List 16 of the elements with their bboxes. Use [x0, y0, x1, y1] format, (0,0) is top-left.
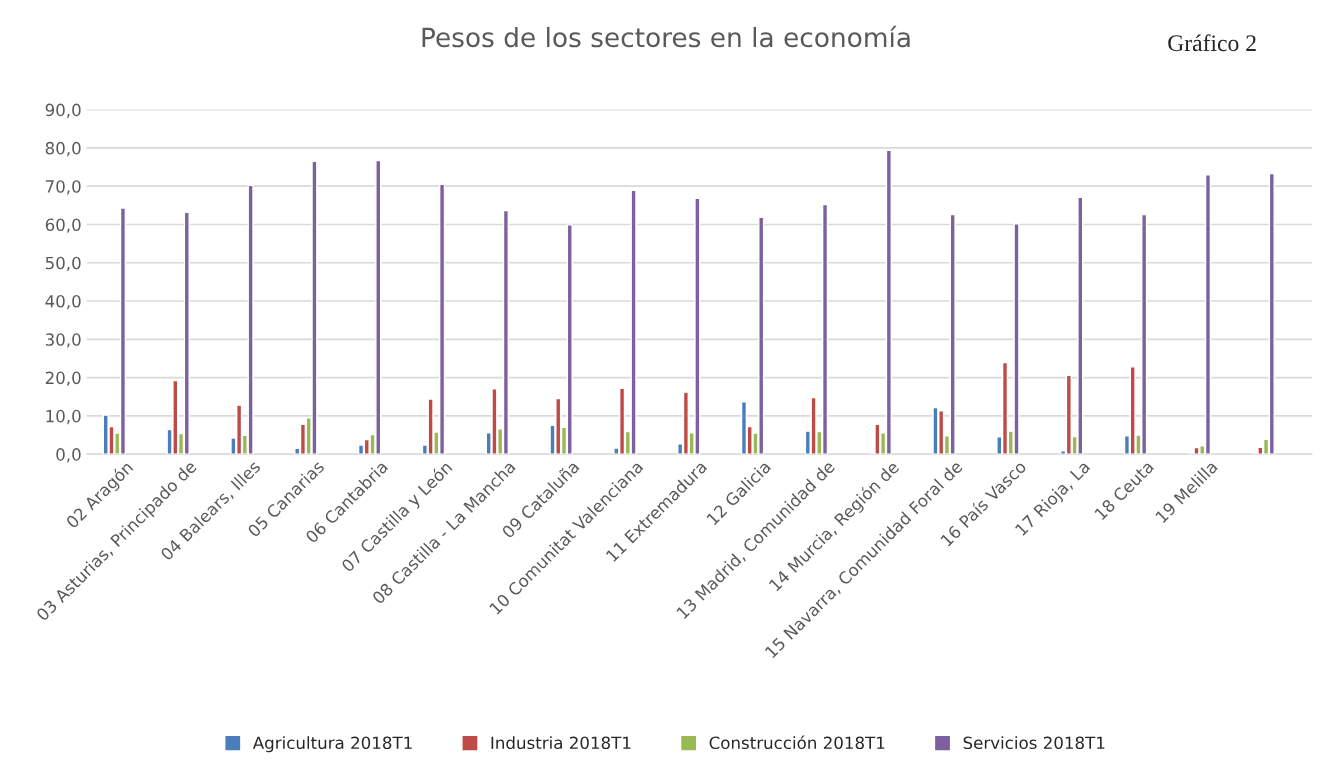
legend-label: Industria 2018T1 [491, 736, 631, 750]
text: Gráfico 2 [1168, 34, 1256, 52]
y-tick-label: 90,0 [45, 103, 81, 118]
legend-label: Servicios 2018T1 [963, 736, 1105, 750]
y-tick-label: 0,0 [56, 448, 81, 463]
y-tick-label: 70,0 [45, 180, 81, 195]
y-tick-label: 40,0 [45, 294, 81, 310]
chart-title: Pesos de los sectores en la economía [422, 25, 910, 48]
y-tick-label: 80,0 [45, 141, 81, 157]
legend-label: Agricultura 2018T1 [252, 736, 412, 753]
y-tick-label: 50,0 [45, 256, 81, 272]
y-tick-label: 30,0 [45, 333, 81, 348]
legend-label: Construcción 2018T1 [709, 735, 885, 750]
y-tick-label: 10,0 [46, 409, 81, 425]
y-tick-label: 60,0 [45, 218, 81, 233]
y-tick-label: 20,0 [45, 371, 81, 386]
